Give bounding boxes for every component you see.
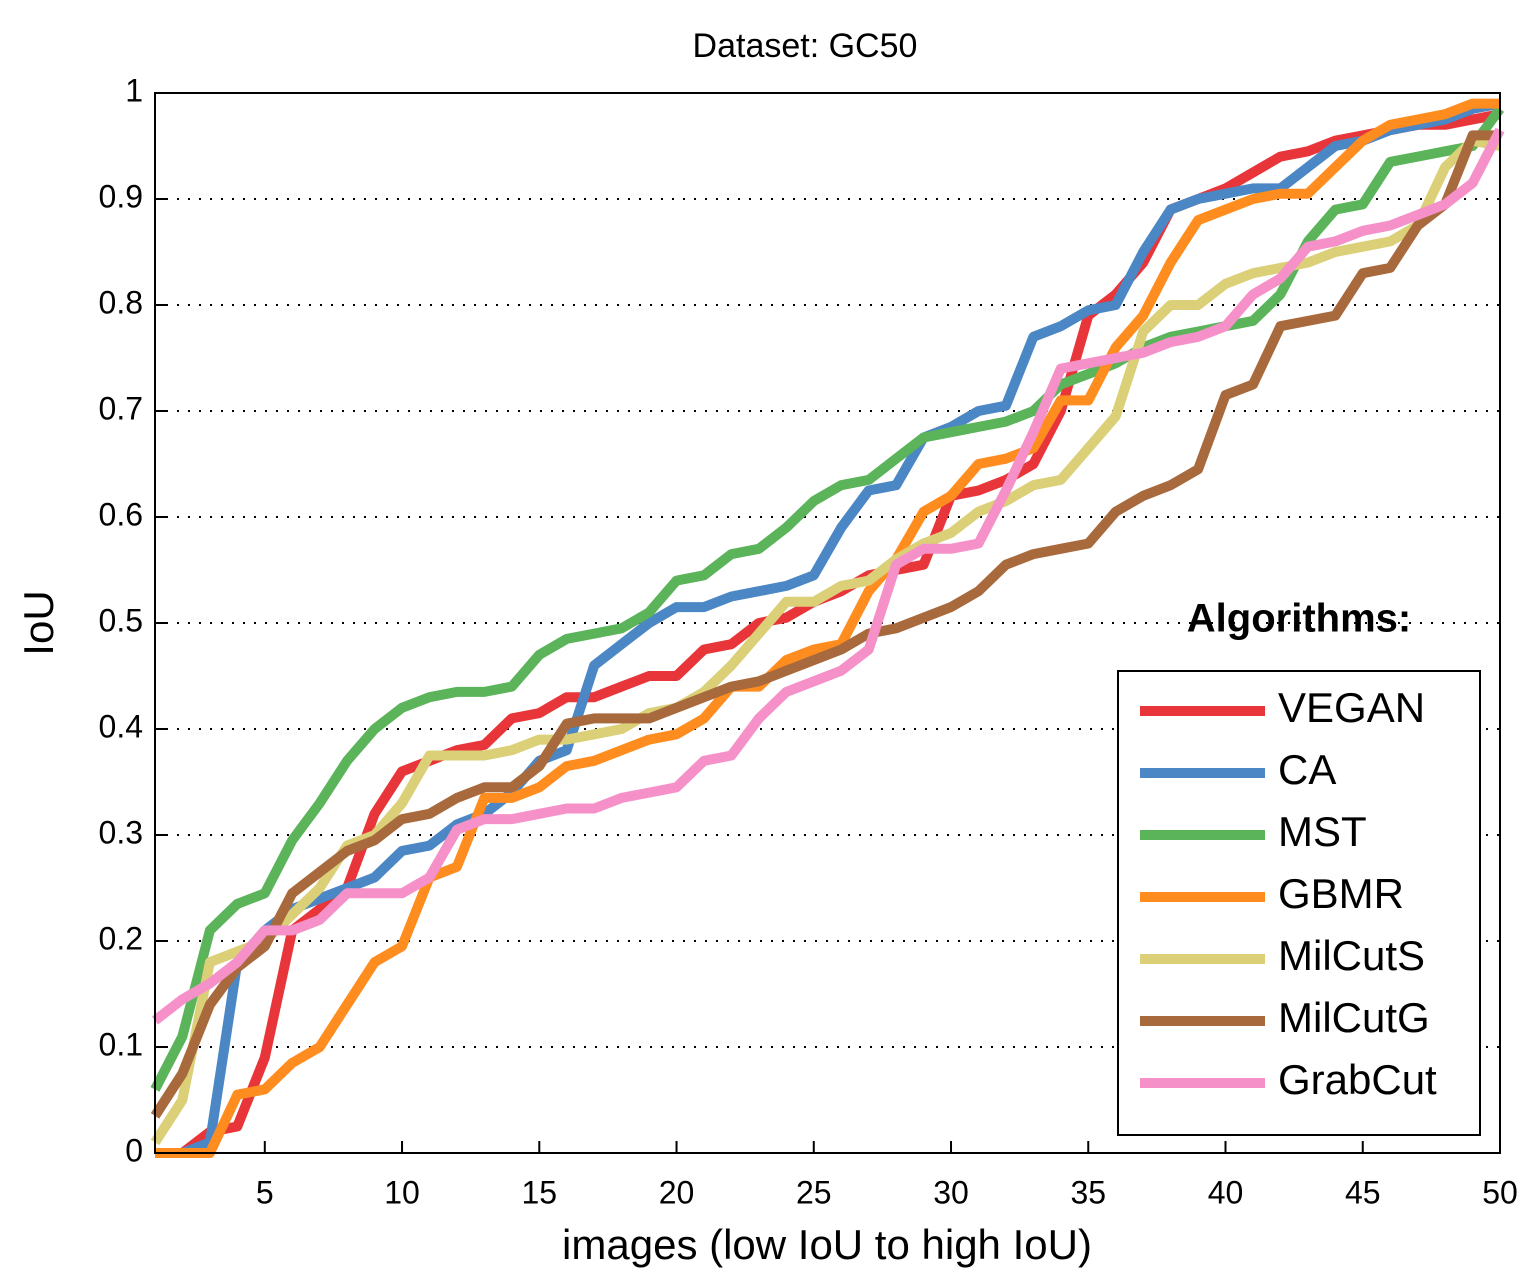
y-tick-label: 0.7 bbox=[99, 390, 143, 426]
x-tick-label: 45 bbox=[1345, 1174, 1381, 1210]
y-tick-label: 0.8 bbox=[99, 284, 143, 320]
chart-title: Dataset: GC50 bbox=[693, 27, 918, 65]
series-line bbox=[150, 135, 1501, 1146]
y-axis-label: IoU bbox=[15, 590, 62, 655]
y-tick-label: 1 bbox=[125, 72, 143, 108]
x-tick-label: 10 bbox=[384, 1174, 420, 1210]
series-line bbox=[155, 98, 1500, 1158]
x-tick-label: 25 bbox=[796, 1174, 832, 1210]
legend-title: Algorithms: bbox=[1187, 597, 1411, 641]
plot-frame bbox=[154, 92, 1501, 1154]
y-tick-label: 0.4 bbox=[99, 708, 143, 744]
y-tick-label: 0.1 bbox=[99, 1026, 143, 1062]
legend-label: MST bbox=[1278, 808, 1367, 855]
y-tick-label: 0.5 bbox=[99, 602, 143, 638]
x-tick-label: 20 bbox=[659, 1174, 695, 1210]
series-line bbox=[150, 105, 1505, 1092]
legend-label: GBMR bbox=[1278, 870, 1404, 917]
legend-label: MilCutS bbox=[1278, 932, 1425, 979]
x-tick-label: 30 bbox=[933, 1174, 969, 1210]
x-tick-label: 50 bbox=[1482, 1174, 1518, 1210]
legend-label: VEGAN bbox=[1278, 684, 1425, 731]
y-tick-label: 0.9 bbox=[99, 178, 143, 214]
legend-label: MilCutG bbox=[1278, 994, 1430, 1041]
series-line bbox=[155, 98, 1501, 1158]
legend-label: CA bbox=[1278, 746, 1336, 793]
y-tick-label: 0.2 bbox=[99, 920, 143, 956]
y-tick-label: 0.6 bbox=[99, 496, 143, 532]
legend-label: GrabCut bbox=[1278, 1056, 1437, 1103]
x-tick-label: 40 bbox=[1208, 1174, 1244, 1210]
x-tick-label: 15 bbox=[521, 1174, 557, 1210]
y-tick-label: 0 bbox=[125, 1132, 143, 1168]
legend-box bbox=[1117, 670, 1481, 1136]
x-tick-label: 5 bbox=[256, 1174, 274, 1210]
series-line bbox=[151, 127, 1505, 1025]
y-tick-label: 0.3 bbox=[99, 814, 143, 850]
x-tick-label: 35 bbox=[1070, 1174, 1106, 1210]
x-axis-label: images (low IoU to high IoU) bbox=[562, 1221, 1092, 1268]
series-line bbox=[150, 130, 1500, 1119]
